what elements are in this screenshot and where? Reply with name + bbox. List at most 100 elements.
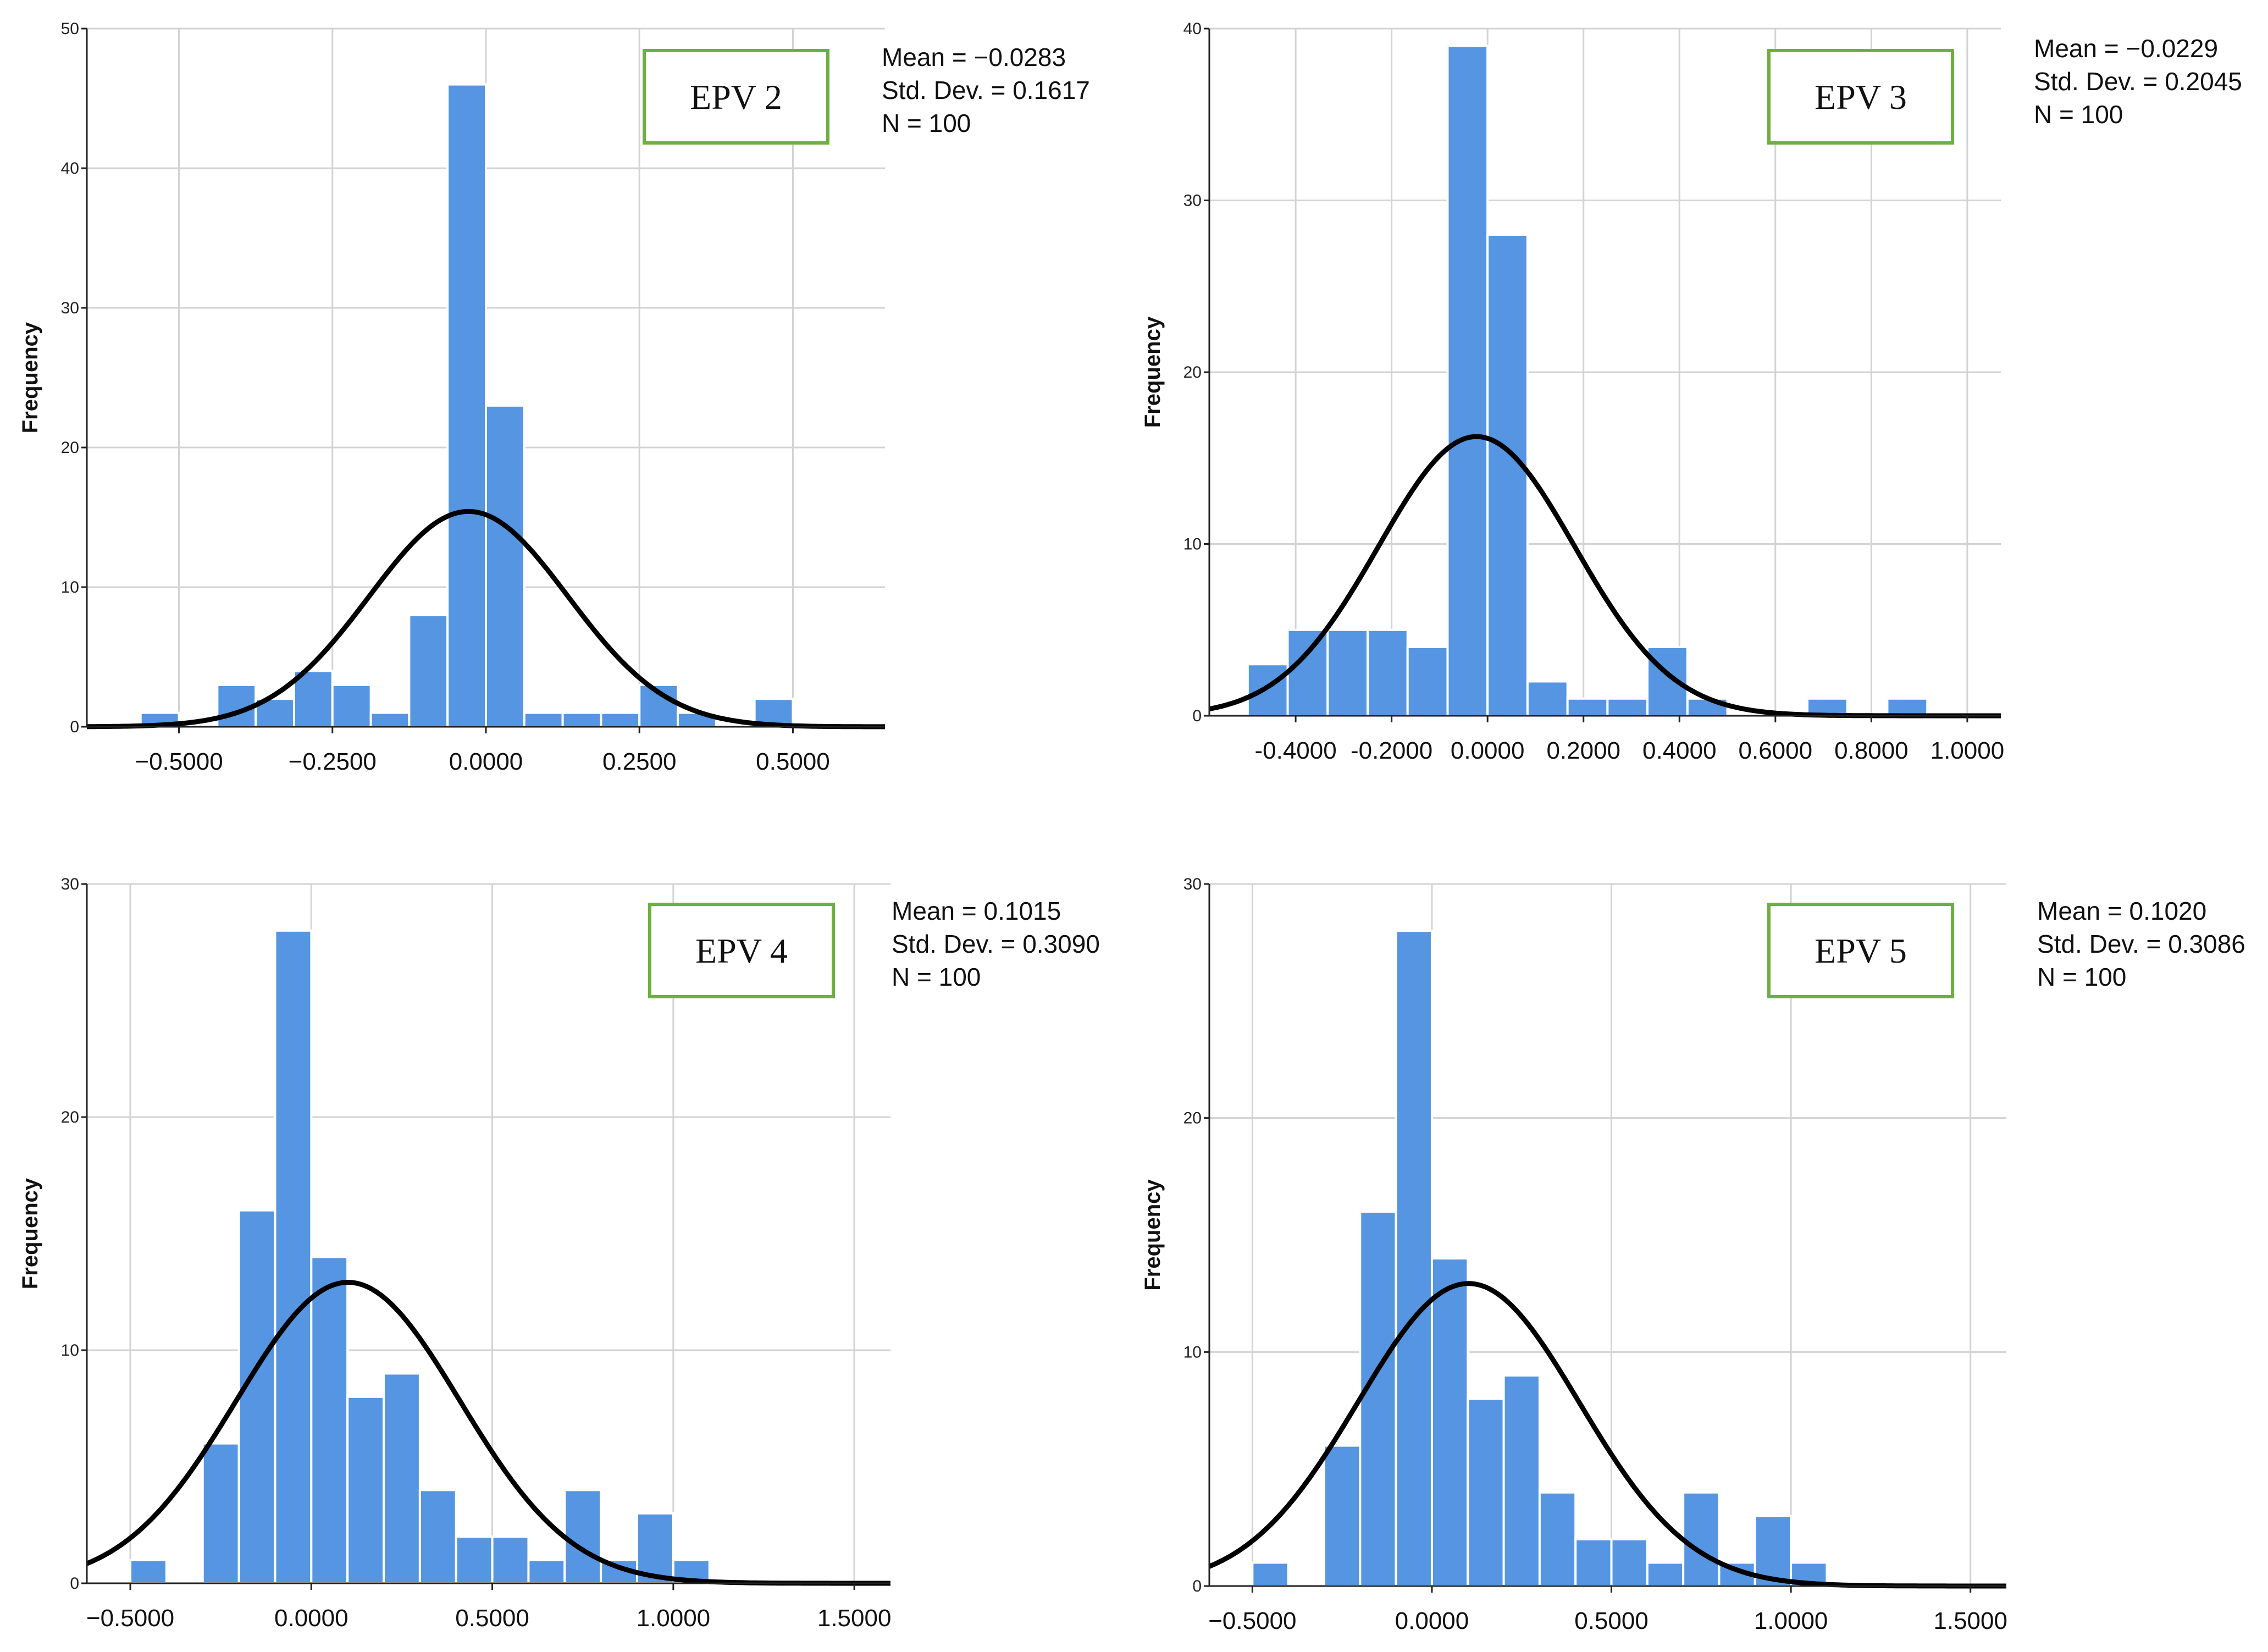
- histogram-bar: [1359, 1210, 1397, 1587]
- bars: [1251, 930, 1828, 1588]
- x-tick-label: 0.0000: [449, 748, 523, 775]
- x-tick-label: -0.4000: [1254, 737, 1336, 764]
- histogram-bar: [527, 1559, 566, 1585]
- histogram-bar: [1406, 646, 1449, 717]
- histogram-bar: [1286, 628, 1329, 717]
- y-tick-label: 30: [61, 299, 79, 317]
- y-tick-label: 20: [1183, 1109, 1202, 1128]
- stats-line: N = 100: [882, 109, 971, 137]
- histogram-bar: [331, 683, 372, 728]
- stats-line: N = 100: [2034, 100, 2123, 129]
- y-tick-label: 30: [61, 875, 79, 893]
- histogram-bar: [201, 1442, 240, 1585]
- y-axis-title: Frequency: [1141, 1179, 1165, 1291]
- x-tick-label: −0.2500: [289, 748, 377, 775]
- stats-line: Std. Dev. = 0.1617: [882, 76, 1090, 104]
- histogram-bar: [1446, 45, 1489, 717]
- histogram-bar: [369, 711, 411, 728]
- histogram-bar: [310, 1256, 349, 1584]
- histogram-bar: [1395, 930, 1433, 1587]
- x-tick-label: −0.5000: [86, 1605, 174, 1632]
- histogram-bar: [455, 1535, 494, 1584]
- histogram-bar: [446, 83, 488, 728]
- histogram-panel-4: 0 10 20 30 −0.5000 0.0000 0.5000 1.0000 1.5000 Fr…: [1141, 875, 2245, 1634]
- bars: [129, 929, 711, 1585]
- stats-line: N = 100: [2037, 963, 2126, 991]
- y-tick-label: 10: [61, 1341, 79, 1360]
- x-tick-label: 0.0000: [1451, 737, 1525, 764]
- x-tick-label: 0.5000: [756, 748, 830, 775]
- histogram-bar: [1682, 1491, 1721, 1588]
- x-tick-label: 1.0000: [637, 1605, 711, 1632]
- y-tick-label: 30: [1183, 875, 1202, 893]
- series-label-box: [643, 49, 829, 145]
- histogram-bar: [600, 711, 641, 728]
- x-tick-label: 0.0000: [274, 1605, 349, 1632]
- x-tick-label: 0.8000: [1834, 737, 1909, 764]
- histogram-bar: [1610, 1538, 1649, 1588]
- histogram-bar: [418, 1489, 457, 1584]
- x-tick-label: 0.0000: [1395, 1607, 1469, 1634]
- x-tick-label: 0.4000: [1642, 737, 1717, 764]
- histogram-bar: [1566, 697, 1609, 717]
- y-tick-label: 0: [70, 1574, 79, 1593]
- series-label-box: [648, 903, 835, 998]
- histogram-bar: [129, 1559, 168, 1585]
- y-axis-title: Frequency: [18, 1178, 42, 1289]
- histogram-bar: [1646, 1561, 1685, 1588]
- normal-curve: [86, 509, 885, 730]
- histogram-bar: [1326, 628, 1369, 717]
- histogram-bar: [491, 1535, 530, 1584]
- y-tick-label: 20: [61, 1108, 79, 1126]
- x-tick-label: 1.0000: [1754, 1607, 1828, 1634]
- x-tick-label: 1.5000: [1933, 1607, 2007, 1634]
- x-tick-label: 0.5000: [455, 1605, 529, 1632]
- x-tick-label: 0.5000: [1574, 1607, 1649, 1634]
- y-axis-title: Frequency: [18, 322, 42, 433]
- histogram-bar: [561, 711, 602, 728]
- series-label: EPV 4: [695, 931, 788, 970]
- histogram-bar: [292, 670, 334, 728]
- histogram-bar: [1753, 1515, 1793, 1588]
- histogram-bar: [408, 614, 449, 728]
- histogram-bar: [1467, 1397, 1505, 1587]
- stats-line: Mean = 0.1020: [2037, 897, 2206, 925]
- histogram-bar: [1574, 1538, 1613, 1588]
- histogram-bar: [1367, 628, 1409, 717]
- histogram-bar: [1886, 697, 1929, 717]
- stats-line: N = 100: [892, 963, 981, 991]
- series-label: EPV 2: [690, 78, 782, 117]
- series-label-box: [1767, 49, 1954, 145]
- histogram-bar: [346, 1395, 385, 1585]
- x-tick-label: −0.5000: [1208, 1607, 1296, 1634]
- histogram-panel-3: 0 10 20 30 −0.5000 0.0000 0.5000 1.0000 1.5000 Fr…: [18, 875, 1100, 1632]
- x-tick-label: 1.5000: [817, 1605, 892, 1632]
- y-tick-label: 20: [61, 439, 79, 457]
- histogram-panel-2: 0 10 20 30 40 -0.4000 -0.2000 0.0000 0.2000 0.400…: [1141, 20, 2242, 764]
- gridlines: [87, 27, 885, 727]
- x-tick-label: 0.6000: [1739, 737, 1813, 764]
- bars: [139, 83, 794, 728]
- histogram-panel-1: 0 10 20 30 40 50 −0.5000 −0.2500 0.0000 0.2500 0.5…: [18, 20, 1090, 775]
- histogram-bar: [563, 1489, 602, 1584]
- histogram-bar: [237, 1209, 276, 1585]
- histogram-bar: [1526, 680, 1569, 717]
- y-tick-label: 0: [1192, 707, 1202, 725]
- series-label: EPV 5: [1815, 931, 1907, 970]
- histogram-bar: [1538, 1491, 1577, 1588]
- histogram-bar: [1246, 663, 1289, 717]
- y-tick-label: 20: [1183, 363, 1202, 382]
- stats-line: Mean = −0.0229: [2034, 34, 2218, 63]
- y-tick-label: 10: [1183, 535, 1202, 554]
- y-tick-label: 0: [70, 718, 79, 736]
- x-tick-label: −0.5000: [135, 748, 223, 775]
- stats-line: Std. Dev. = 0.3090: [892, 930, 1100, 958]
- y-tick-label: 50: [61, 20, 79, 38]
- stats-line: Std. Dev. = 0.2045: [2034, 67, 2242, 96]
- histogram-bar: [1502, 1374, 1541, 1587]
- x-tick-label: 0.2000: [1546, 737, 1620, 764]
- histogram-bar: [1486, 234, 1529, 717]
- x-tick-label: 1.0000: [1930, 737, 2005, 764]
- histogram-bar: [1251, 1561, 1290, 1588]
